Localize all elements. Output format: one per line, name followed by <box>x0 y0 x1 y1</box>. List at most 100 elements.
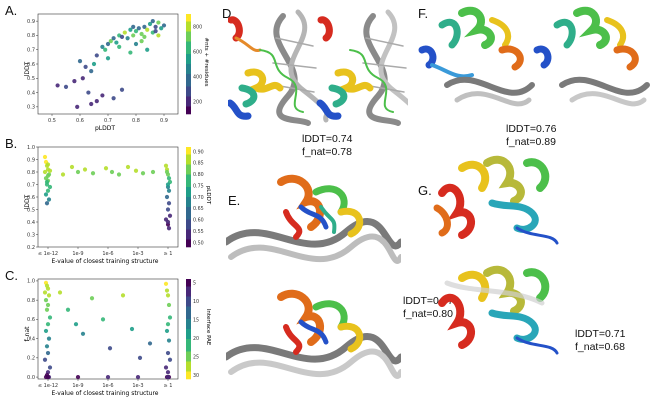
colorbar-segment <box>186 224 191 228</box>
data-point <box>142 34 147 39</box>
structure-image-f <box>418 6 650 107</box>
data-point <box>107 346 113 351</box>
y-tick-label: 0.7 <box>27 48 35 54</box>
colorbar-segment <box>186 162 191 165</box>
colorbar-label: pLDDT <box>205 186 211 205</box>
colorbar-label: #nts + #residues <box>203 38 209 87</box>
protein-ribbon-right <box>316 16 394 120</box>
data-point <box>46 197 52 202</box>
x-tick-label: 0.7 <box>104 118 112 124</box>
colorbar-segment <box>186 304 191 307</box>
colorbar-segment <box>186 197 191 200</box>
colorbar-segment <box>186 21 191 25</box>
data-point <box>128 50 133 55</box>
structure-image-g <box>433 155 559 355</box>
data-point <box>100 93 105 98</box>
data-point <box>42 169 48 175</box>
data-point <box>135 374 141 380</box>
colorbar-tick-label: 0.50 <box>193 240 204 246</box>
data-point <box>166 201 172 206</box>
colorbar-segment <box>186 359 191 362</box>
data-point <box>42 357 48 362</box>
y-tick-label: 0.6 <box>27 317 35 323</box>
y-tick-label: 0.5 <box>27 76 35 82</box>
colorbar-segment <box>186 212 191 215</box>
colorbar-segment <box>186 237 191 240</box>
data-point <box>109 169 115 175</box>
x-tick-label: 0.5 <box>48 118 56 124</box>
panel-letter-a: A. <box>5 3 18 18</box>
scatter-plot-c: f_nat E-value of closest training struct… <box>24 278 211 397</box>
colorbar-segment <box>186 104 191 107</box>
colorbar-tick-label: 15 <box>193 318 199 324</box>
colorbar-segment <box>186 329 191 332</box>
data-point <box>156 33 161 38</box>
colorbar-tick-label: 25 <box>193 355 199 361</box>
data-point <box>163 163 169 168</box>
colorbar-segment <box>186 59 191 62</box>
data-point <box>166 188 172 193</box>
data-point <box>139 39 144 44</box>
data-point <box>153 24 158 29</box>
colorbar-segment <box>186 281 191 285</box>
colorbar-segment <box>186 351 191 355</box>
protein-ribbon-bottom <box>277 289 364 355</box>
colorbar-segment <box>186 109 191 112</box>
colorbar-segment <box>186 279 191 282</box>
data-point <box>142 24 147 29</box>
data-point <box>116 172 122 177</box>
data-point <box>164 328 170 334</box>
y-tick-label: 0.6 <box>27 62 35 68</box>
x-axis-label: pLDDT <box>95 125 115 132</box>
protein-ribbon-bottom <box>438 265 559 355</box>
data-point <box>114 40 119 45</box>
data-point <box>161 23 167 28</box>
data-point <box>145 27 150 32</box>
data-point <box>45 374 51 380</box>
colorbar-segment <box>186 339 191 342</box>
y-tick-label: 0.5 <box>27 207 35 213</box>
colorbar-segment <box>186 16 191 20</box>
panel-letter-b: B. <box>5 136 18 151</box>
colorbar-segment <box>186 301 191 305</box>
colorbar-segment <box>186 234 191 238</box>
colorbar-segment <box>186 296 191 300</box>
colorbar-segment <box>186 232 191 235</box>
colorbar-segment <box>186 74 191 77</box>
data-point <box>150 169 156 175</box>
colorbar-tick-label: 30 <box>193 373 199 379</box>
colorbar-segment <box>186 289 191 292</box>
data-point <box>46 293 52 298</box>
data-point <box>133 168 139 173</box>
data-point <box>167 213 173 218</box>
data-point <box>57 290 63 295</box>
data-point <box>43 298 49 303</box>
data-point <box>100 44 105 49</box>
x-tick-label: ≥ 1 <box>164 251 173 257</box>
colorbar-segment <box>186 147 191 150</box>
colorbar-segment <box>186 84 191 87</box>
panel-letter-g: G. <box>418 183 432 198</box>
data-point <box>167 357 173 362</box>
colorbar-segment <box>186 94 191 97</box>
data-point <box>86 90 91 95</box>
data-point <box>165 207 171 212</box>
colorbar-segment <box>186 152 191 155</box>
data-point <box>45 350 51 356</box>
protein-ribbon-top <box>433 155 559 245</box>
colorbar-segment <box>186 227 191 230</box>
data-point <box>82 167 88 172</box>
colorbar-segment <box>186 64 191 67</box>
x-tick-label: 1e-9 <box>72 383 83 389</box>
panel-letter-e: E. <box>228 193 241 208</box>
data-point <box>164 288 170 293</box>
protein-ribbon-top <box>277 174 364 240</box>
data-point <box>72 79 77 84</box>
data-point <box>165 219 171 225</box>
protein-ribbon-left <box>228 16 304 120</box>
colorbar-segment <box>186 284 191 287</box>
colorbar-segment <box>186 222 191 225</box>
data-point <box>77 59 83 64</box>
data-point <box>120 293 126 298</box>
data-point <box>125 36 130 41</box>
